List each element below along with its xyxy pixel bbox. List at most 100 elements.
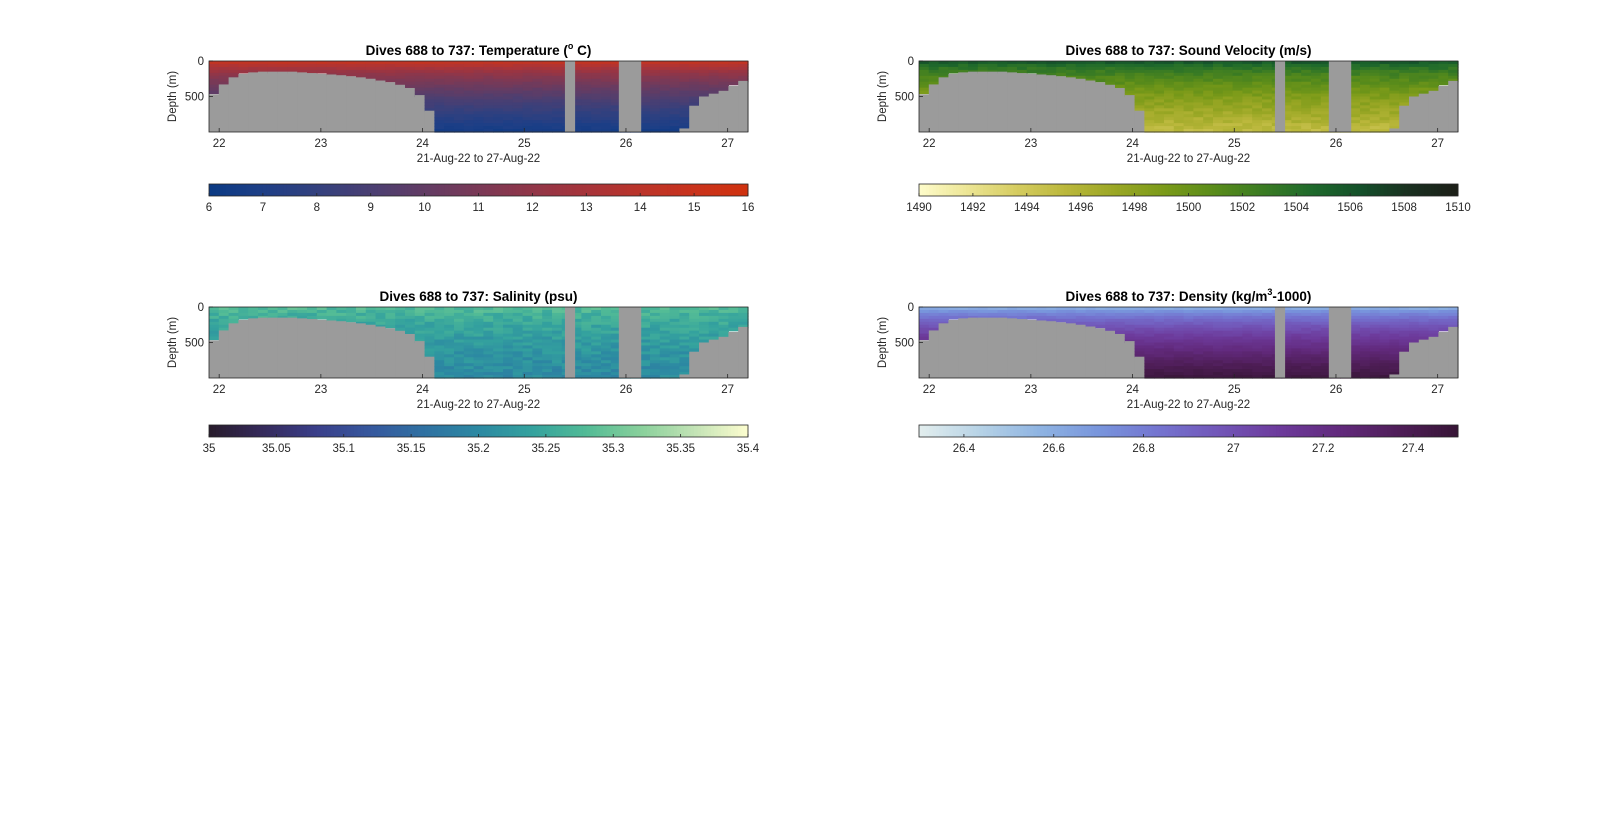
heatmap-cell bbox=[689, 324, 700, 329]
heatmap-cell bbox=[591, 81, 602, 86]
heatmap-cell bbox=[463, 339, 475, 344]
heatmap-cell bbox=[1095, 312, 1106, 317]
heatmap-cell bbox=[1281, 333, 1292, 338]
heatmap-cell bbox=[1203, 84, 1214, 89]
bathymetry-mask bbox=[238, 73, 249, 132]
colorbar-tick-label: 35.4 bbox=[737, 443, 760, 455]
heatmap-cell bbox=[669, 354, 680, 358]
heatmap-cell bbox=[209, 66, 220, 71]
heatmap-cell bbox=[738, 69, 749, 74]
colorbar-swatch bbox=[498, 425, 503, 437]
heatmap-cell bbox=[1105, 72, 1116, 77]
heatmap-cell bbox=[1281, 309, 1292, 314]
heatmap-cell bbox=[473, 120, 484, 124]
heatmap-cell bbox=[424, 90, 435, 95]
colorbar-swatch bbox=[363, 184, 368, 196]
x-tick-label: 24 bbox=[416, 384, 429, 396]
heatmap-cell bbox=[708, 72, 720, 77]
colorbar-swatch bbox=[1060, 425, 1065, 437]
colorbar-swatch bbox=[1360, 425, 1365, 437]
heatmap-cell bbox=[679, 123, 690, 127]
heatmap-cell bbox=[1193, 336, 1204, 341]
heatmap-cell bbox=[463, 99, 475, 104]
heatmap-cell bbox=[1291, 120, 1302, 124]
heatmap-cell bbox=[552, 345, 563, 350]
bathymetry-mask bbox=[1438, 331, 1449, 378]
heatmap-cell bbox=[542, 123, 553, 127]
heatmap-cell bbox=[493, 78, 504, 83]
heatmap-cell bbox=[610, 63, 622, 68]
heatmap-cell bbox=[1320, 366, 1332, 370]
heatmap-cell bbox=[938, 307, 949, 311]
heatmap-cell bbox=[1134, 61, 1145, 65]
heatmap-cell bbox=[483, 360, 494, 364]
bathymetry-mask bbox=[1026, 73, 1038, 132]
heatmap-cell bbox=[1320, 372, 1332, 376]
colorbar-swatch bbox=[1454, 184, 1459, 196]
colorbar-swatch bbox=[609, 184, 614, 196]
heatmap-cell bbox=[1183, 339, 1194, 344]
heatmap-cell bbox=[581, 363, 592, 367]
heatmap-cell bbox=[1183, 309, 1194, 314]
colorbar-swatch bbox=[626, 184, 631, 196]
heatmap-cell bbox=[1232, 318, 1243, 323]
heatmap-cells bbox=[919, 307, 1459, 379]
colorbar-swatch bbox=[495, 184, 500, 196]
heatmap-cell bbox=[444, 342, 455, 347]
colorbar-swatch bbox=[512, 184, 517, 196]
heatmap-cell bbox=[650, 66, 661, 71]
heatmap-cell bbox=[1115, 307, 1126, 311]
colorbar-swatch bbox=[925, 425, 930, 437]
heatmap-cell bbox=[591, 321, 602, 326]
heatmap-cell bbox=[591, 312, 602, 317]
heatmap-cell bbox=[1369, 309, 1381, 314]
colorbar-swatch bbox=[1239, 184, 1243, 196]
bathymetry-mask bbox=[1418, 93, 1430, 132]
heatmap-cell bbox=[444, 108, 455, 112]
heatmap-cell bbox=[699, 66, 710, 71]
colorbar-swatch bbox=[1313, 184, 1318, 196]
bathymetry-mask bbox=[277, 71, 288, 132]
heatmap-cell bbox=[1320, 333, 1332, 338]
heatmap-cell bbox=[405, 309, 416, 314]
heatmap-cell bbox=[938, 61, 949, 65]
heatmap-cell bbox=[977, 307, 989, 311]
heatmap-cell bbox=[1075, 307, 1087, 311]
bathymetry-mask bbox=[1105, 84, 1116, 132]
heatmap-cell bbox=[1281, 324, 1292, 329]
colorbar-swatch bbox=[959, 425, 964, 437]
heatmap-cell bbox=[1428, 84, 1439, 89]
heatmap-cell bbox=[454, 93, 465, 98]
heatmap-cell bbox=[1105, 75, 1116, 80]
colorbar-swatch bbox=[633, 184, 638, 196]
heatmap-cell bbox=[1213, 114, 1224, 118]
heatmap-cell bbox=[1291, 111, 1302, 115]
heatmap-cell bbox=[532, 309, 543, 314]
colorbar-swatch bbox=[1222, 425, 1227, 437]
heatmap-cell bbox=[375, 318, 386, 323]
heatmap-cell bbox=[1379, 61, 1390, 65]
colorbar-swatch bbox=[431, 184, 436, 196]
heatmap-cell bbox=[640, 102, 651, 106]
heatmap-cell bbox=[1301, 333, 1312, 338]
heatmap-cell bbox=[552, 93, 563, 98]
heatmap-cell bbox=[1213, 99, 1224, 104]
colorbar-swatch bbox=[286, 184, 291, 196]
heatmap-cell bbox=[552, 339, 563, 344]
heatmap-cell bbox=[1066, 63, 1077, 68]
heatmap-cell bbox=[287, 307, 298, 311]
heatmap-cell bbox=[1134, 105, 1145, 109]
heatmap-cell bbox=[1164, 360, 1175, 364]
heatmap-cell bbox=[532, 99, 543, 104]
heatmap-cell bbox=[1389, 357, 1400, 361]
heatmap-cell bbox=[395, 315, 406, 320]
heatmap-cell bbox=[1232, 126, 1243, 130]
heatmap-cell bbox=[1350, 336, 1361, 341]
heatmap-cell bbox=[591, 315, 602, 320]
heatmap-cell bbox=[640, 327, 651, 332]
heatmap-cell bbox=[1418, 87, 1430, 92]
colorbar-swatch bbox=[683, 425, 688, 437]
heatmap-cell bbox=[1252, 96, 1263, 101]
heatmap-cell bbox=[552, 72, 563, 77]
colorbar-swatch bbox=[697, 184, 702, 196]
